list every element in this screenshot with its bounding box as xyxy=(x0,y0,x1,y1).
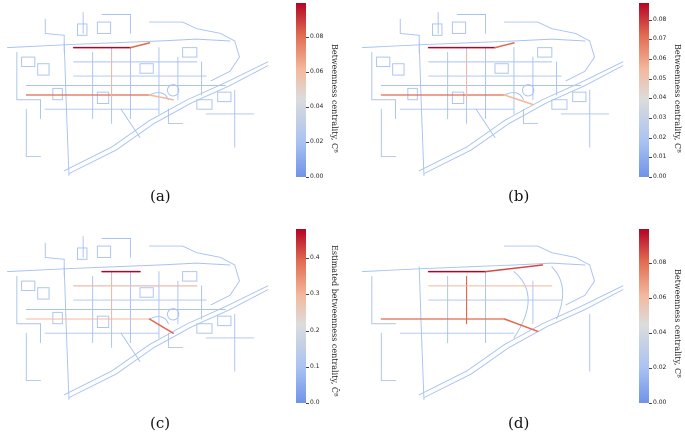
panel-caption: (c) xyxy=(150,414,171,432)
tick-label: 0.04 xyxy=(310,103,324,110)
tick-label: 0.04 xyxy=(653,329,667,336)
tick-label: 0.02 xyxy=(310,138,324,145)
road-network-map xyxy=(361,12,624,177)
tick-label: 0.03 xyxy=(653,114,667,121)
road-network-map xyxy=(361,245,624,400)
panel-a: 0.00 0.02 0.04 0.06 0.08 Betweenness cen… xyxy=(0,0,342,219)
panel-caption: (a) xyxy=(150,187,171,205)
colorbar xyxy=(639,229,649,403)
road-network-map xyxy=(6,12,269,177)
panel-caption: (b) xyxy=(508,187,530,205)
tick-label: 0.00 xyxy=(310,173,324,180)
colorbar-label: Betweenness centrality, Cᴮ xyxy=(673,44,682,153)
panel-b: 0.00 0.01 0.02 0.03 0.04 0.05 0.06 0.07 … xyxy=(343,0,685,219)
panel-caption: (d) xyxy=(508,414,530,432)
tick-label: 0.08 xyxy=(310,33,324,40)
colorbar xyxy=(296,229,306,403)
road-network-map xyxy=(6,236,269,400)
tick-label: 0.04 xyxy=(653,94,667,101)
tick-label: 0.06 xyxy=(653,55,667,62)
tick-label: 0.00 xyxy=(653,173,667,180)
colorbar-label: Betweenness centrality, Cᴮ xyxy=(673,269,682,378)
colorbar-label: Betweenness centrality, Cᴮ xyxy=(330,44,339,153)
colorbar xyxy=(296,3,306,177)
tick-label: 0.08 xyxy=(653,259,667,266)
tick-label: 0.06 xyxy=(653,294,667,301)
tick-label: 0.0 xyxy=(310,399,320,406)
panel-d: 0.00 0.02 0.04 0.06 0.08 Betweenness cen… xyxy=(343,219,685,438)
tick-label: 0.05 xyxy=(653,75,667,82)
colorbar xyxy=(639,3,649,177)
tick-label: 0.00 xyxy=(653,399,667,406)
tick-label: 0.08 xyxy=(653,16,667,23)
tick-label: 0.4 xyxy=(310,254,320,261)
tick-label: 0.3 xyxy=(310,290,320,297)
panel-c: 0.0 0.1 0.2 0.3 0.4 Estimated betweennes… xyxy=(0,219,342,438)
colorbar-label: Estimated betweenness centrality, Ĉᴮ xyxy=(330,245,339,397)
tick-label: 0.1 xyxy=(310,363,320,370)
tick-label: 0.07 xyxy=(653,35,667,42)
tick-label: 0.2 xyxy=(310,327,320,334)
tick-label: 0.02 xyxy=(653,134,667,141)
tick-label: 0.06 xyxy=(310,68,324,75)
tick-label: 0.02 xyxy=(653,364,667,371)
tick-label: 0.01 xyxy=(653,153,667,160)
